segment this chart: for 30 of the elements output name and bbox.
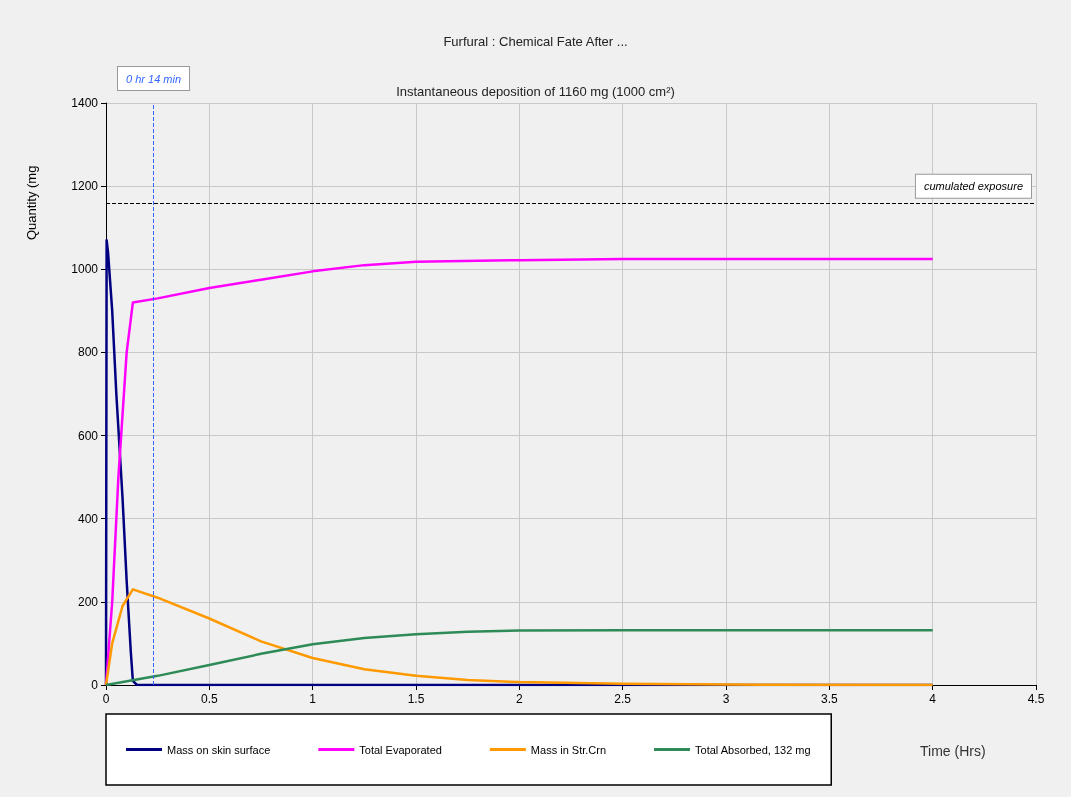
legend-label: Mass in Str.Crn bbox=[530, 743, 607, 756]
y-tick-label: 1000 bbox=[71, 262, 99, 277]
y-tick-label: 800 bbox=[77, 345, 99, 360]
y-tick-label: 600 bbox=[77, 428, 99, 443]
x-tick-label: 2.5 bbox=[614, 692, 632, 706]
legend-label: Total Evaporated bbox=[359, 743, 442, 756]
chart-title: Furfural : Chemical Fate After ... bbox=[443, 34, 628, 49]
x-tick-label: 0.5 bbox=[200, 692, 218, 706]
y-axis-title: Quantity (mg bbox=[24, 165, 39, 240]
x-tick-label: 3.5 bbox=[820, 692, 838, 706]
y-tick-label: 1400 bbox=[71, 96, 99, 110]
x-tick-label: 4.5 bbox=[1027, 692, 1045, 706]
x-tick-label: 3 bbox=[722, 692, 730, 706]
x-tick-label: 0 bbox=[102, 692, 110, 706]
x-axis-title: Time (Hrs) bbox=[920, 743, 986, 759]
y-tick-label: 400 bbox=[77, 511, 99, 526]
x-tick-label: 1.5 bbox=[407, 692, 425, 706]
x-tick-label: 1 bbox=[309, 692, 317, 706]
legend-label: Total Absorbed, 132 mg bbox=[695, 743, 811, 756]
y-tick-label: 200 bbox=[77, 594, 99, 609]
x-tick-label: 2 bbox=[515, 692, 523, 706]
ref-line-label: cumulated exposure bbox=[923, 180, 1023, 193]
line-series bbox=[104, 588, 934, 687]
legend-label: Mass on skin surface bbox=[167, 743, 271, 756]
ref-line-label: 0 hr 14 min bbox=[126, 72, 182, 85]
x-tick-label: 4 bbox=[929, 692, 937, 706]
y-tick-label: 0 bbox=[91, 678, 99, 692]
y-tick-label: 1200 bbox=[71, 179, 99, 194]
line-series bbox=[104, 628, 934, 687]
chart-subtitle: Instantaneous deposition of 1160 mg (1000 cm²) bbox=[396, 84, 675, 99]
